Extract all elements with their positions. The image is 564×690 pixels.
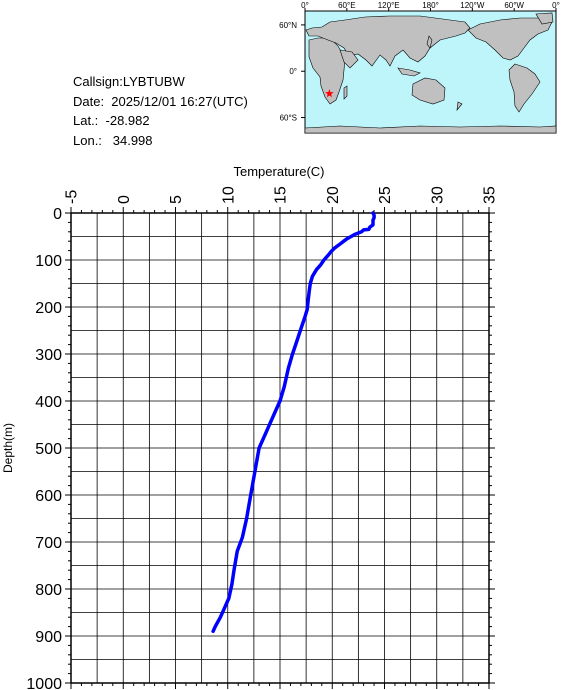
y-tick-label: 0	[53, 206, 62, 223]
land-antarctica	[304, 125, 557, 134]
map-land	[304, 12, 557, 134]
position-star-marker	[325, 89, 334, 98]
series-line	[211, 211, 376, 634]
temperature-series	[211, 211, 376, 634]
longitude-text: Lon.: 34.998	[73, 132, 153, 148]
map-lon-label: 120°W	[460, 1, 485, 10]
land-north-america	[467, 17, 553, 61]
x-tick-label: 10	[220, 186, 237, 204]
y-tick-label: 300	[35, 347, 62, 364]
x-tick-label: 15	[273, 186, 290, 204]
y-tick-label: 600	[35, 488, 62, 505]
x-tick-labels: -5 0 5 10 15 20 25 30 35	[64, 186, 499, 204]
y-tick-label: 200	[35, 300, 62, 317]
map-lat-label: 0°	[289, 67, 297, 76]
map-lon-label: 0°	[552, 1, 560, 10]
map-lon-label: 120°E	[378, 1, 400, 10]
x-axis-label: Temperature(C)	[233, 164, 324, 179]
axis-ticks	[65, 207, 495, 689]
land-australia	[411, 77, 446, 105]
land-madagascar	[343, 85, 348, 100]
x-tick-label: -5	[64, 190, 81, 204]
map-lat-label: 60°N	[279, 21, 297, 30]
map-lat-label: 60°S	[280, 114, 297, 123]
land-south-america	[508, 63, 541, 113]
y-tick-label: 500	[35, 441, 62, 458]
station-info: Callsign:LYBTUBW Date: 2025/12/01 16:27(…	[73, 72, 248, 150]
land-japan	[426, 35, 433, 49]
x-tick-label: 25	[377, 186, 394, 204]
map-lon-label: 0°	[301, 1, 309, 10]
x-tick-label: 30	[429, 186, 446, 204]
map-lon-label: 60°W	[504, 1, 524, 10]
y-tick-label: 800	[35, 582, 62, 599]
map-labels: 0° 60°E 120°E 180° 120°W 60°W 0° 60°N 0° 60°S	[279, 1, 560, 123]
y-tick-label: 100	[35, 253, 62, 270]
date-text: Date: 2025/12/01 16:27(UTC)	[73, 93, 248, 109]
position-marker	[325, 89, 334, 98]
x-tick-label: 0	[116, 195, 133, 204]
latitude-text: Lat.: -28.982	[73, 113, 150, 128]
land-indonesia	[397, 67, 421, 77]
x-tick-label: 20	[325, 186, 342, 204]
y-tick-label: 1000	[26, 676, 62, 690]
land-arabia	[339, 49, 359, 69]
y-tick-labels: 0 100 200 300 400 500 600 700 800 900 1000	[26, 206, 62, 690]
y-axis-label: Depth(m)	[1, 423, 15, 473]
map-lon-label: 60°E	[338, 1, 355, 10]
grid-lines	[70, 212, 490, 684]
map-lon-label: 180°	[422, 1, 439, 10]
x-tick-label: 35	[482, 186, 499, 204]
land-greenland	[535, 12, 554, 25]
map-frame-ticks	[301, 8, 557, 119]
y-tick-label: 700	[35, 535, 62, 552]
y-tick-label: 400	[35, 394, 62, 411]
land-new-zealand	[456, 101, 463, 111]
profile-plot: -5 0 5 10 15 20 25 30 35 01002003004005006007008…	[1, 164, 499, 690]
location-map: 0° 60°E 120°E 180° 120°W 60°W 0° 60°N 0° 60°S	[279, 1, 560, 134]
y-tick-label: 900	[35, 629, 62, 646]
callsign-text: Callsign:LYBTUBW	[73, 74, 185, 89]
x-tick-label: 5	[168, 195, 185, 204]
